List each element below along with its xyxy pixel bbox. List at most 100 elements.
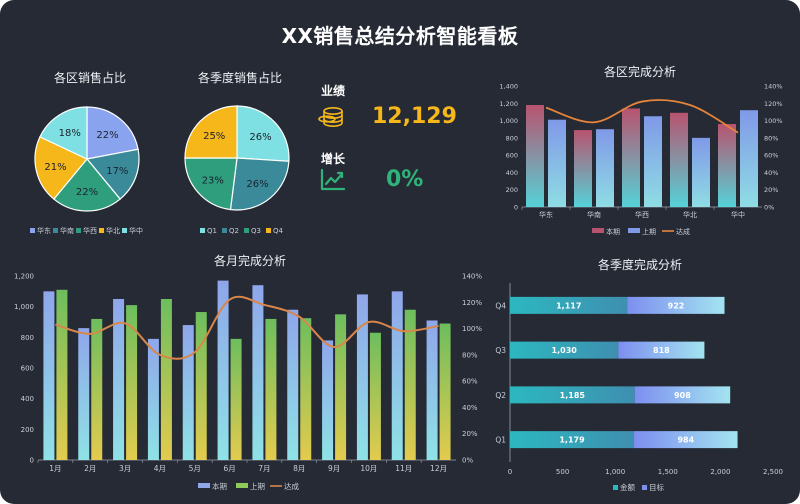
month-x-tick: 8月 [293, 464, 305, 473]
region-completion-title: 各区完成分析 [603, 65, 676, 79]
month-y-tick: 200 [21, 426, 34, 434]
month-legend-label: 本期 [212, 481, 227, 491]
region-bar-current [718, 124, 736, 207]
month-y-tick: 1,000 [14, 303, 34, 311]
quarter-completion-title: 各季度完成分析 [597, 258, 682, 272]
region-legend-swatch [628, 228, 640, 233]
region_share-slice [86, 106, 139, 160]
month-x-tick: 7月 [258, 464, 270, 473]
region-x-tick: 华东 [539, 210, 553, 219]
region_share-legend-swatch [122, 228, 127, 233]
region-y-tick: 600 [506, 152, 518, 160]
quarter-bar-amount [510, 341, 619, 359]
month-bar-current [287, 309, 299, 460]
month-legend-label: 达成 [284, 481, 299, 491]
quarter-bar-amount [510, 431, 635, 449]
region_share-legend-label: 华西 [83, 226, 97, 235]
region-y-tick: 1,000 [499, 117, 518, 125]
kpi-performance-label: 业绩 [321, 84, 346, 98]
month-x-tick: 9月 [328, 464, 340, 473]
quarter_share-legend-label: Q1 [207, 227, 217, 235]
month-completion-title: 各月完成分析 [213, 254, 286, 268]
month-bar-current [78, 328, 90, 460]
quarter_share-legend-swatch [266, 228, 271, 233]
region_share-slice-label: 18% [59, 128, 81, 139]
region-bar-current [574, 130, 592, 207]
month-bar-previous [56, 289, 68, 460]
quarter-x-tick: 1,000 [605, 468, 625, 476]
month-line-achieve [55, 295, 439, 360]
month-bar-previous [195, 312, 207, 460]
month-x-tick: 4月 [154, 464, 166, 473]
quarter_share-legend-swatch [200, 228, 205, 233]
month-bar-current [43, 291, 55, 460]
region-y-tick: 1,400 [499, 83, 518, 91]
region-x-tick: 华北 [683, 210, 697, 219]
quarter_share-legend-swatch [222, 228, 227, 233]
month-y-tick: 0 [30, 457, 34, 465]
month-bar-previous [335, 314, 347, 460]
region-bar-previous [548, 119, 566, 207]
quarter-bar-amount [510, 386, 635, 404]
kpi-growth-value: 0% [386, 167, 424, 192]
region-y-tick: 1,200 [499, 100, 518, 108]
region_share-legend-swatch [53, 228, 58, 233]
region-x-tick: 华中 [731, 210, 745, 219]
quarter-bar-target [627, 296, 725, 314]
month-x-tick: 10月 [360, 464, 377, 473]
month-y-tick: 600 [21, 365, 34, 373]
region-bar-current [670, 112, 688, 207]
region-bar-previous [740, 110, 758, 207]
month-y-tick: 400 [21, 395, 34, 403]
region_share-slice [34, 136, 88, 200]
region-y2-tick: 140% [764, 83, 783, 91]
month-legend-swatch [198, 483, 210, 488]
region_share-legend-swatch [99, 228, 104, 233]
quarter-x-tick: 1,500 [658, 468, 678, 476]
quarter-amount-label: 1,117 [556, 301, 581, 310]
month-y2-tick: 140% [462, 273, 482, 281]
region_share-slice [85, 148, 140, 200]
month-bar-current [252, 285, 264, 460]
month-bar-current [113, 299, 125, 460]
region_share-legend-swatch [30, 228, 35, 233]
region-bar-previous [596, 129, 614, 207]
quarter_share-slice [236, 105, 290, 162]
quarter-x-tick: 2,500 [763, 468, 783, 476]
quarter_share-slice [184, 105, 238, 159]
month-bar-previous [369, 332, 381, 460]
region-bar-previous [644, 116, 662, 207]
month-y2-tick: 20% [462, 430, 478, 438]
month-bar-previous [230, 338, 242, 460]
region-legend-label: 上期 [642, 227, 656, 236]
region_share-legend-label: 华东 [37, 226, 51, 235]
quarter-y-tick: Q1 [495, 436, 506, 445]
region-bar-current [622, 108, 640, 207]
quarter-legend-swatch [642, 485, 647, 490]
month-legend-swatch [236, 483, 248, 488]
region-y2-tick: 0% [764, 204, 774, 212]
month-x-tick: 12月 [430, 464, 447, 473]
quarter-legend-swatch [613, 485, 618, 490]
region-y-tick: 200 [506, 186, 518, 194]
region_share-slice [39, 106, 88, 160]
month-x-tick: 6月 [223, 464, 235, 473]
region-y-tick: 800 [506, 134, 518, 142]
region-line-achieve [545, 99, 739, 134]
quarter-bar-target [618, 341, 705, 359]
quarter-amount-label: 1,179 [559, 436, 585, 445]
month-x-tick: 11月 [395, 464, 412, 473]
quarter_share-slice-label: 25% [203, 131, 225, 142]
quarter_share-legend-label: Q3 [251, 227, 261, 235]
month-x-tick: 3月 [119, 464, 131, 473]
month-y2-tick: 120% [462, 299, 482, 307]
month-bar-current [182, 325, 194, 460]
month-bar-previous [404, 309, 416, 460]
kpi-performance-value: 12,129 [372, 104, 457, 129]
quarter-x-tick: 2,000 [710, 468, 730, 476]
quarter_share-legend-label: Q2 [229, 227, 239, 235]
month-bar-previous [126, 305, 138, 460]
month-bar-previous [300, 318, 312, 460]
quarter-legend-label: 金额 [620, 482, 635, 492]
quarter-y-tick: Q2 [495, 391, 506, 400]
